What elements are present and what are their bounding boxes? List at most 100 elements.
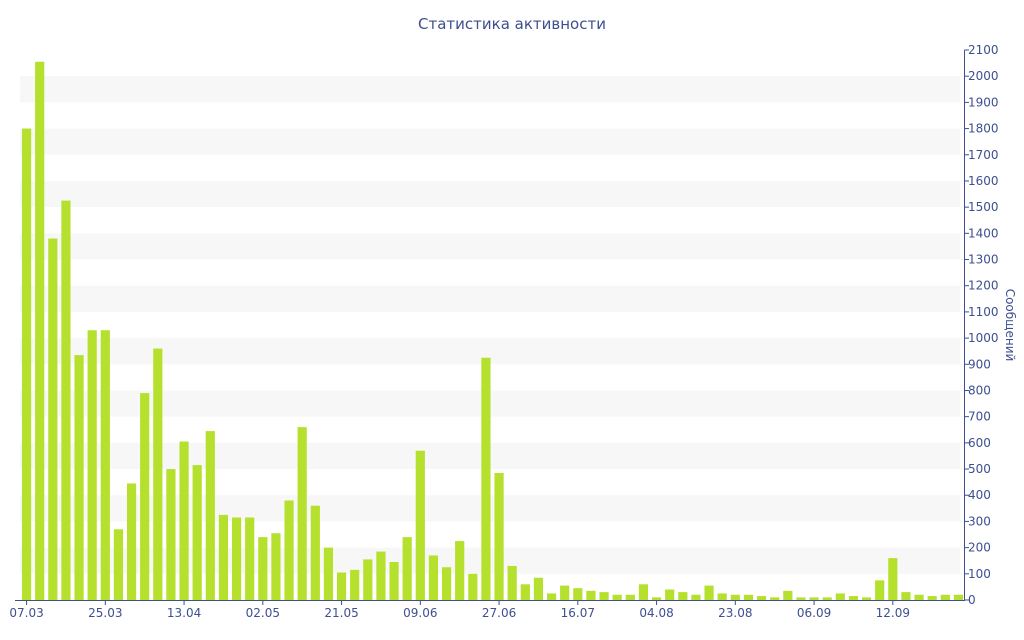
y-tick-label: 1600 [968, 174, 999, 188]
bar[interactable] [665, 589, 675, 600]
bar[interactable] [100, 330, 110, 600]
y-tick-label: 600 [968, 436, 991, 450]
bar[interactable] [35, 61, 45, 601]
bar[interactable] [455, 541, 465, 600]
bar[interactable] [350, 569, 360, 600]
y-tick-label: 500 [968, 462, 991, 476]
x-tick-label: 16.07 [561, 606, 595, 620]
y-tick-label: 200 [968, 541, 991, 555]
bar[interactable] [192, 465, 202, 600]
bar[interactable] [796, 597, 806, 600]
bar[interactable] [441, 567, 452, 600]
bars-group [21, 61, 964, 601]
bar[interactable] [756, 596, 767, 600]
y-axis-title: Сообщений [1003, 289, 1017, 362]
x-tick-label: 13.04 [167, 606, 201, 620]
x-tick-label: 09.06 [403, 606, 437, 620]
bar[interactable] [927, 596, 937, 600]
grid-band [20, 233, 960, 260]
bar[interactable] [743, 594, 754, 600]
y-tick-label: 1500 [968, 200, 999, 214]
y-tick-label: 100 [968, 567, 991, 581]
bar[interactable] [835, 593, 845, 600]
bar[interactable] [573, 588, 583, 600]
bar[interactable] [205, 431, 215, 600]
bar[interactable] [87, 330, 97, 600]
bar[interactable] [730, 594, 740, 600]
bar[interactable] [376, 551, 386, 600]
bar[interactable] [822, 597, 832, 600]
bar[interactable] [389, 562, 399, 600]
bar[interactable] [651, 597, 662, 600]
bar[interactable] [848, 596, 859, 600]
bar[interactable] [875, 580, 885, 600]
y-tick-label: 700 [968, 410, 991, 424]
y-tick-label: 0 [968, 593, 976, 607]
bar[interactable] [297, 427, 307, 600]
bar[interactable] [940, 594, 950, 600]
bar[interactable] [166, 469, 176, 600]
bar[interactable] [783, 590, 793, 600]
bar[interactable] [363, 559, 373, 600]
bar[interactable] [258, 537, 268, 600]
bar[interactable] [704, 585, 714, 600]
y-tick-label: 1800 [968, 122, 999, 136]
bar[interactable] [494, 472, 504, 600]
bar[interactable] [953, 594, 964, 600]
bar[interactable] [678, 592, 688, 600]
x-tick-label: 06.09 [797, 606, 831, 620]
bar[interactable] [113, 529, 124, 600]
bar[interactable] [717, 593, 727, 600]
bar[interactable] [861, 597, 872, 600]
y-tick-label: 1000 [968, 331, 999, 345]
bar[interactable] [323, 547, 334, 600]
axes-group: 0 100 200 300 400 500 600 700 800 900 1000 1100 1200… [9, 43, 998, 620]
bar[interactable] [533, 577, 544, 600]
bar[interactable] [586, 590, 596, 600]
bar[interactable] [179, 441, 189, 600]
bar[interactable] [402, 537, 412, 600]
bar[interactable] [271, 533, 281, 600]
bar[interactable] [218, 514, 229, 600]
bar[interactable] [126, 483, 137, 600]
chart-title: Статистика активности [418, 15, 606, 33]
y-tick-label: 800 [968, 383, 991, 397]
bar[interactable] [625, 594, 635, 600]
bar[interactable] [48, 238, 58, 600]
bar[interactable] [520, 584, 530, 600]
bar[interactable] [428, 555, 439, 600]
bar[interactable] [599, 592, 609, 600]
x-tick-label: 07.03 [9, 606, 43, 620]
y-tick-label: 1200 [968, 279, 999, 293]
bar[interactable] [691, 594, 701, 600]
bar[interactable] [153, 348, 163, 600]
bar[interactable] [21, 128, 32, 600]
bar[interactable] [284, 500, 294, 600]
bar[interactable] [231, 517, 242, 601]
bar[interactable] [415, 450, 425, 600]
bar[interactable] [468, 573, 478, 600]
bar[interactable] [140, 393, 150, 600]
bar[interactable] [507, 565, 517, 600]
y-tick-label: 1400 [968, 226, 999, 240]
y-tick-label: 1100 [968, 305, 999, 319]
bar[interactable] [336, 572, 347, 601]
x-tick-label: 27.06 [482, 606, 516, 620]
bar[interactable] [770, 597, 780, 600]
y-tick-label: 2000 [968, 69, 999, 83]
bar[interactable] [612, 594, 622, 600]
bar[interactable] [74, 355, 84, 600]
x-tick-label: 23.08 [718, 606, 752, 620]
bar[interactable] [888, 558, 898, 600]
y-tick-label: 300 [968, 514, 991, 528]
bar[interactable] [809, 597, 819, 600]
bar[interactable] [310, 505, 320, 600]
bar[interactable] [901, 592, 911, 600]
bar[interactable] [560, 585, 570, 600]
bar[interactable] [638, 584, 649, 600]
bar[interactable] [61, 200, 71, 600]
bar[interactable] [546, 593, 557, 600]
bar[interactable] [245, 517, 255, 601]
bar[interactable] [481, 357, 491, 600]
bar[interactable] [914, 594, 924, 600]
